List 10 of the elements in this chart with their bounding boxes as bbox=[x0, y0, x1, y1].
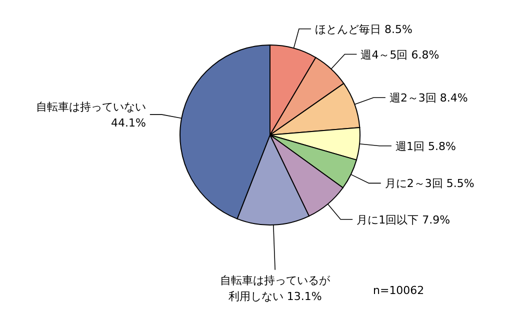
slice-label: 週4～5回 6.8% bbox=[360, 48, 440, 62]
slice-label: 月に1回以下 7.9% bbox=[356, 213, 450, 226]
slice-label: 自転車は持っているが利用しない 13.1% bbox=[220, 274, 332, 303]
text: n=10062 bbox=[373, 284, 424, 297]
data-label: 44.1% bbox=[110, 116, 146, 130]
slice-label: 週2～3回 8.4% bbox=[389, 92, 468, 105]
slice-label: 月に2～3回 5.5% bbox=[384, 177, 474, 190]
slice-label: 自転車は持っていない bbox=[36, 100, 146, 114]
slice-label: 週1回 5.8% bbox=[395, 140, 456, 153]
slice-label: ほとんど毎日 8.5% bbox=[315, 22, 412, 36]
